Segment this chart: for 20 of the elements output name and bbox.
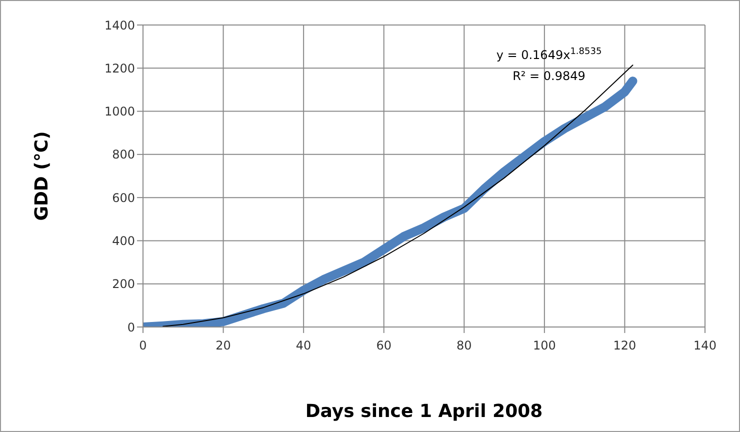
y-tick-label: 800 (112, 148, 135, 162)
y-axis-title: GDD (°C) (31, 131, 52, 221)
x-tick-label: 140 (694, 338, 716, 353)
x-tick-label: 20 (216, 338, 231, 353)
y-tick-label: 1200 (104, 61, 135, 76)
y-tick-label: 400 (112, 234, 135, 248)
y-tick-label: 1400 (104, 18, 135, 32)
x-tick-label: 80 (456, 338, 472, 353)
annotation: y = 0.1649x$^{1.8535}$ (496, 47, 602, 62)
y-tick-label: 200 (112, 277, 135, 292)
x-axis-title: Days since 1 April 2008 (305, 401, 543, 422)
x-tick-label: 100 (532, 338, 556, 353)
y-tick-label: 1000 (104, 104, 135, 119)
y-tick-label: 0 (127, 320, 135, 334)
x-tick-label: 120 (613, 338, 636, 353)
x-tick-label: 60 (376, 338, 392, 353)
x-tick-label: 0 (139, 338, 147, 353)
y-tick-label: 600 (112, 190, 135, 205)
x-tick-label: 40 (296, 338, 312, 353)
annotation: R² = 0.9849 (512, 69, 586, 83)
